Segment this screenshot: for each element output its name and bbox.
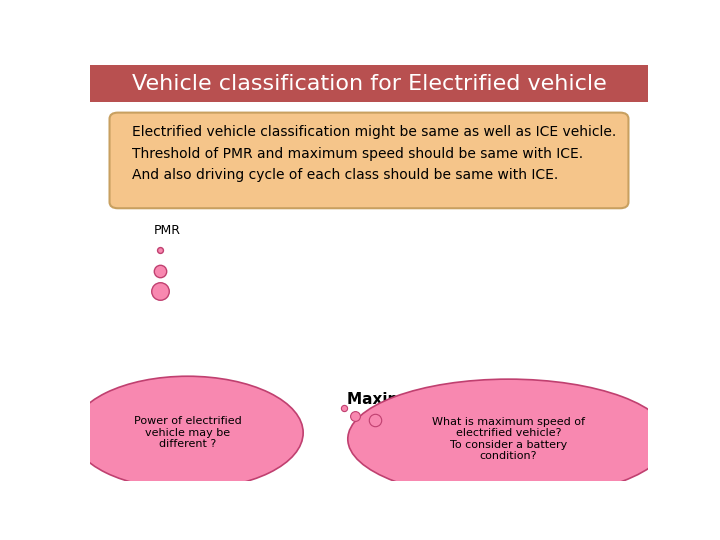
Ellipse shape — [400, 419, 492, 448]
FancyBboxPatch shape — [90, 65, 648, 102]
Ellipse shape — [191, 435, 255, 462]
Ellipse shape — [182, 398, 247, 427]
Ellipse shape — [117, 435, 181, 462]
Text: Electrified vehicle classification might be same as well as ICE vehicle.
Thresho: Electrified vehicle classification might… — [132, 125, 616, 183]
Text: Vehicle classification for Electrified vehicle: Vehicle classification for Electrified v… — [132, 73, 606, 93]
Point — [369, 416, 380, 424]
Point — [338, 403, 350, 412]
FancyBboxPatch shape — [109, 113, 629, 208]
Ellipse shape — [109, 414, 176, 441]
Ellipse shape — [426, 402, 511, 431]
Ellipse shape — [501, 402, 590, 433]
Ellipse shape — [410, 442, 500, 470]
Ellipse shape — [466, 451, 552, 480]
Ellipse shape — [513, 442, 602, 470]
Ellipse shape — [448, 401, 519, 427]
Ellipse shape — [525, 419, 618, 448]
Ellipse shape — [72, 376, 303, 489]
Ellipse shape — [128, 398, 189, 425]
Ellipse shape — [153, 392, 223, 421]
Point — [154, 266, 166, 275]
Ellipse shape — [144, 396, 195, 421]
Ellipse shape — [495, 401, 567, 427]
Ellipse shape — [459, 395, 557, 427]
Text: PMR: PMR — [154, 224, 181, 238]
Text: What is maximum speed of
electrified vehicle?
To consider a battery
condition?: What is maximum speed of electrified veh… — [432, 417, 585, 461]
Ellipse shape — [348, 379, 669, 499]
Ellipse shape — [157, 444, 218, 471]
Text: Power of electrified
vehicle may be
different ?: Power of electrified vehicle may be diff… — [134, 416, 241, 449]
Ellipse shape — [199, 414, 266, 441]
Point — [154, 246, 166, 254]
Ellipse shape — [178, 396, 230, 421]
Text: Maximum speed: Maximum speed — [347, 392, 487, 407]
Point — [349, 412, 361, 421]
Point — [154, 287, 166, 296]
